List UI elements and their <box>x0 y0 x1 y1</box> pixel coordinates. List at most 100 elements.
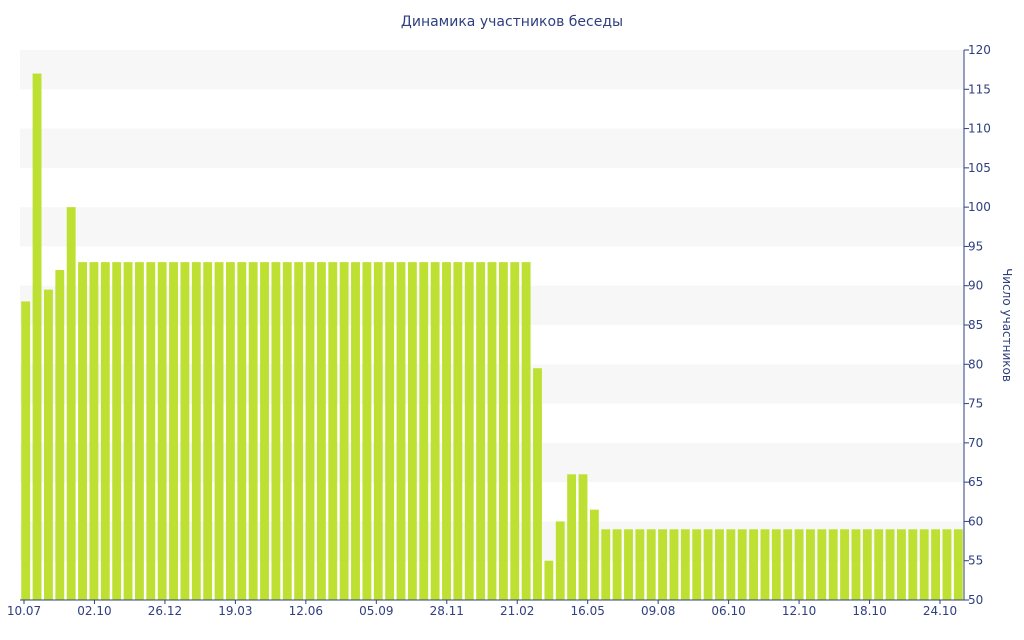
bar[interactable] <box>271 262 281 600</box>
x-tick-label: 16.05 <box>571 604 605 618</box>
y-tick-label: 50 <box>968 593 983 607</box>
bar[interactable] <box>78 262 87 600</box>
bar[interactable] <box>146 262 156 600</box>
bar[interactable] <box>419 262 429 600</box>
bar[interactable] <box>510 262 520 600</box>
bar[interactable] <box>89 262 99 600</box>
bar[interactable] <box>282 262 292 600</box>
bar[interactable] <box>305 262 315 600</box>
bar[interactable] <box>157 262 167 600</box>
bar[interactable] <box>646 529 656 600</box>
bar[interactable] <box>430 262 440 600</box>
bar[interactable] <box>544 560 554 600</box>
bar[interactable] <box>134 262 144 600</box>
bar[interactable] <box>794 529 804 600</box>
bar[interactable] <box>339 262 349 600</box>
x-tick-label: 06.10 <box>711 604 745 618</box>
bar[interactable] <box>783 529 793 600</box>
bar[interactable] <box>407 262 417 600</box>
bar[interactable] <box>555 521 565 600</box>
bar[interactable] <box>191 262 201 600</box>
bar[interactable] <box>692 529 702 600</box>
bar[interactable] <box>385 262 395 600</box>
y-tick-label: 110 <box>968 122 991 136</box>
x-tick-label: 26.12 <box>148 604 182 618</box>
axes <box>20 49 969 604</box>
bar[interactable] <box>294 262 304 600</box>
bar[interactable] <box>953 529 963 600</box>
bar[interactable] <box>351 262 360 600</box>
bar[interactable] <box>601 529 611 600</box>
y-tick-label: 105 <box>968 161 991 175</box>
bar[interactable] <box>828 529 838 600</box>
bar[interactable] <box>669 529 679 600</box>
bar[interactable] <box>169 262 178 600</box>
bar[interactable] <box>362 262 372 600</box>
bar[interactable] <box>66 207 76 600</box>
bar[interactable] <box>21 301 31 600</box>
bar[interactable] <box>112 262 122 600</box>
bar[interactable] <box>328 262 338 600</box>
y-tick-label: 80 <box>968 357 983 371</box>
bar[interactable] <box>612 529 622 600</box>
bar[interactable] <box>248 262 258 600</box>
bar[interactable] <box>589 509 599 600</box>
y-tick-label: 65 <box>968 475 983 489</box>
bar[interactable] <box>487 262 497 600</box>
bar[interactable] <box>521 262 531 600</box>
bar[interactable] <box>316 262 326 600</box>
bar[interactable] <box>464 262 474 600</box>
x-tick-label: 12.10 <box>782 604 816 618</box>
bar[interactable] <box>453 262 463 600</box>
bar[interactable] <box>658 529 668 600</box>
bar[interactable] <box>214 262 224 600</box>
bar[interactable] <box>44 289 53 600</box>
bar[interactable] <box>237 262 247 600</box>
x-tick-label: 28.11 <box>430 604 464 618</box>
bar[interactable] <box>123 262 133 600</box>
bar[interactable] <box>680 529 690 600</box>
bar[interactable] <box>533 368 542 600</box>
bar[interactable] <box>817 529 827 600</box>
bar[interactable] <box>703 529 713 600</box>
bar[interactable] <box>578 474 588 600</box>
bar[interactable] <box>908 529 918 600</box>
x-tick-label: 10.07 <box>7 604 41 618</box>
y-tick-label: 60 <box>968 514 983 528</box>
bar[interactable] <box>806 529 815 600</box>
bar[interactable] <box>225 262 235 600</box>
bar[interactable] <box>874 529 884 600</box>
bar[interactable] <box>260 262 269 600</box>
bar[interactable] <box>55 270 65 600</box>
bar[interactable] <box>919 529 929 600</box>
bar[interactable] <box>32 73 42 600</box>
bar[interactable] <box>715 529 724 600</box>
bar[interactable] <box>862 529 872 600</box>
bar[interactable] <box>567 474 577 600</box>
bar[interactable] <box>624 529 633 600</box>
bar[interactable] <box>931 529 940 600</box>
bar[interactable] <box>771 529 781 600</box>
bar[interactable] <box>100 262 110 600</box>
bar[interactable] <box>635 529 645 600</box>
bar[interactable] <box>396 262 406 600</box>
bar[interactable] <box>851 529 861 600</box>
bar[interactable] <box>885 529 895 600</box>
bar[interactable] <box>760 529 770 600</box>
bar[interactable] <box>749 529 759 600</box>
tick-labels: 50 55 60 65 70 75 80 85 90 95 100 105 110 115 120 10.07… <box>7 43 991 618</box>
y-tick-label: 100 <box>968 200 991 214</box>
bar[interactable] <box>840 529 850 600</box>
bar[interactable] <box>180 262 190 600</box>
bar[interactable] <box>373 262 383 600</box>
bar[interactable] <box>203 262 213 600</box>
bar[interactable] <box>442 262 451 600</box>
bar[interactable] <box>726 529 736 600</box>
bar[interactable] <box>498 262 508 600</box>
y-tick-label: 55 <box>968 554 983 568</box>
bar[interactable] <box>942 529 952 600</box>
bar[interactable] <box>737 529 747 600</box>
bar[interactable] <box>897 529 906 600</box>
bar[interactable] <box>476 262 486 600</box>
